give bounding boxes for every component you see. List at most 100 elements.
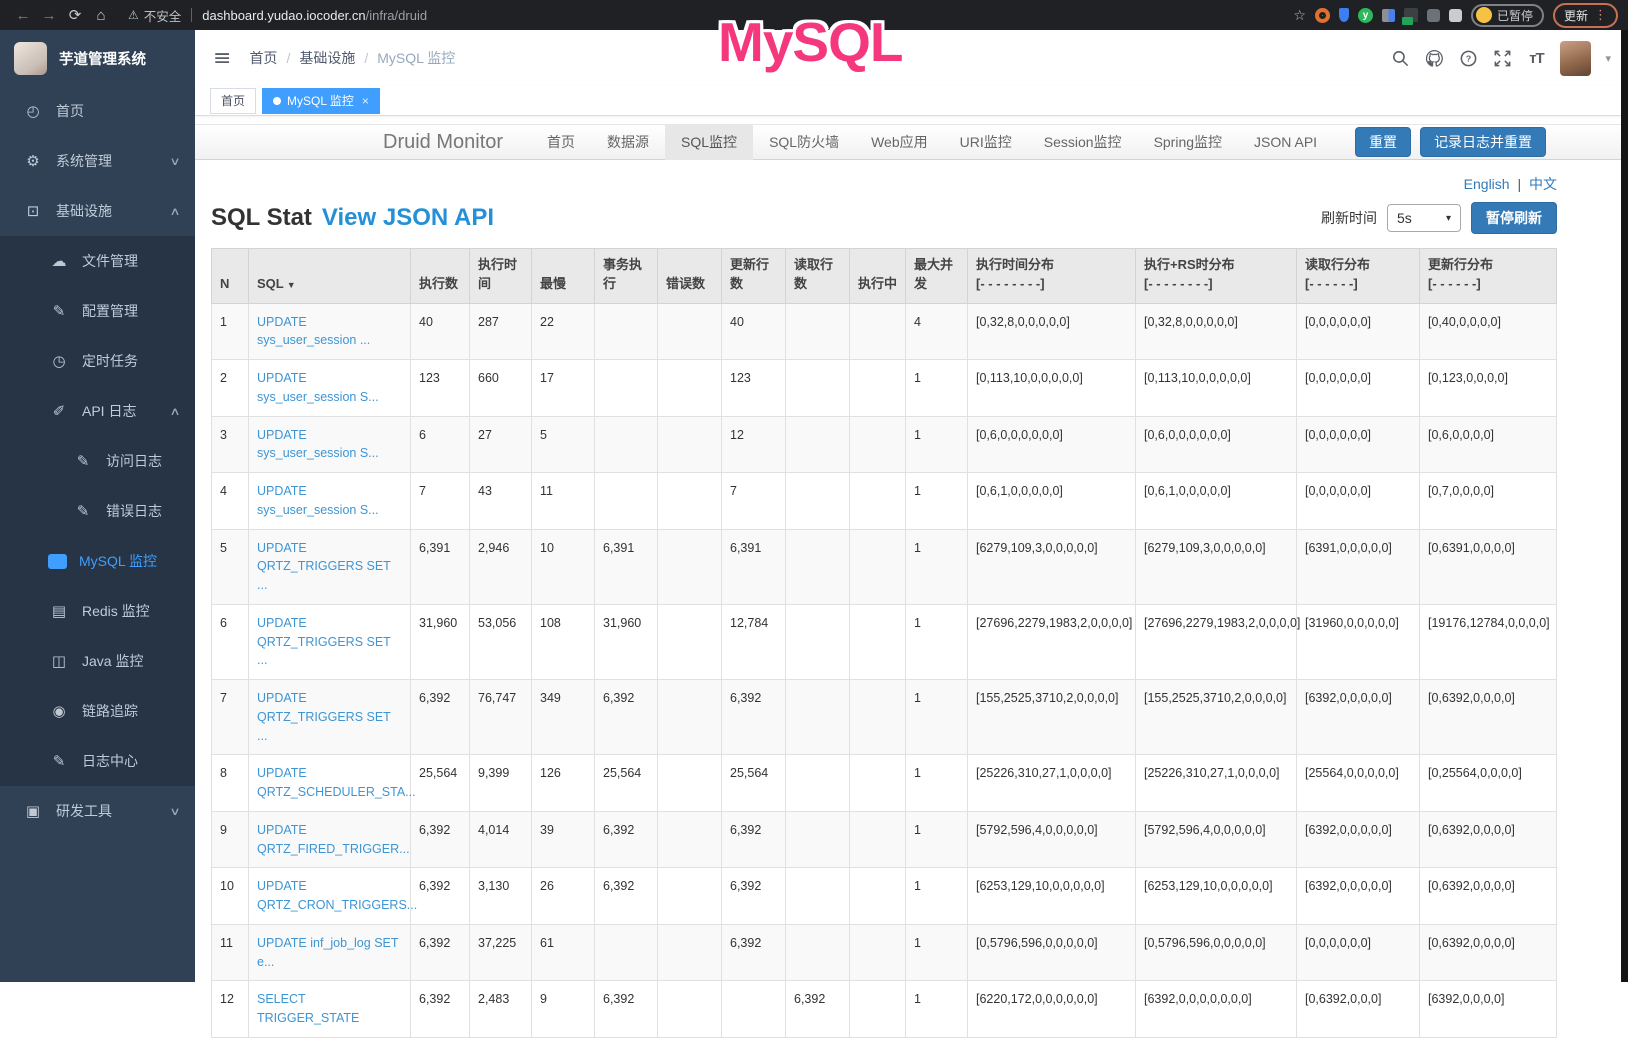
reload-icon[interactable]: ⟳: [68, 7, 82, 24]
column-header-slowest[interactable]: 最慢: [531, 248, 595, 304]
column-header-update-rows[interactable]: 更新行数: [721, 248, 786, 304]
refresh-interval-select[interactable]: 5s ▾: [1387, 204, 1461, 232]
druid-nav-spring[interactable]: Spring监控: [1153, 134, 1223, 150]
kebab-menu-icon[interactable]: ⋮: [1594, 7, 1607, 22]
sql-link[interactable]: UPDATE QRTZ_FIRED_TRIGGER...: [257, 822, 410, 856]
log-and-reset-button[interactable]: 记录日志并重置: [1420, 127, 1547, 157]
tab-home[interactable]: 首页: [210, 87, 257, 114]
sql-link[interactable]: UPDATE inf_job_log SET e...: [257, 935, 399, 969]
address-bar[interactable]: ⚠ 不安全 dashboard.yudao.iocoder.cn/infra/d…: [128, 6, 1293, 25]
home-icon[interactable]: ⌂: [96, 6, 106, 24]
druid-nav-uri[interactable]: URI监控: [959, 134, 1012, 150]
druid-nav-wall[interactable]: SQL防火墙: [769, 134, 840, 150]
druid-nav-session[interactable]: Session监控: [1043, 134, 1122, 150]
sql-link[interactable]: UPDATE sys_user_session S...: [257, 484, 379, 517]
column-header-running[interactable]: 执行中: [849, 248, 906, 304]
lang-english-link[interactable]: English: [1463, 176, 1510, 192]
sql-link[interactable]: UPDATE sys_user_session S...: [257, 427, 379, 461]
extension-grey-icon[interactable]: [1426, 8, 1440, 22]
sidebar-item-log-center[interactable]: ✎ 日志中心: [0, 736, 195, 786]
extension-pin-icon[interactable]: [1338, 8, 1349, 22]
avatar-caret-icon[interactable]: ▾: [1605, 52, 1611, 65]
font-size-icon[interactable]: ᴛT: [1529, 49, 1545, 67]
sidebar-item-infra[interactable]: ⊡ 基础设施 ∧: [0, 186, 195, 236]
sql-link[interactable]: UPDATE QRTZ_SCHEDULER_STA...: [257, 766, 416, 800]
edit-icon: ✎: [52, 752, 66, 770]
column-header-read-dist[interactable]: 读取行分布 [- - - - - -]: [1296, 248, 1420, 304]
sidebar-item-file[interactable]: ☁ 文件管理: [0, 236, 195, 286]
extension-donut-icon[interactable]: [1314, 7, 1330, 23]
sidebar-item-devtools[interactable]: ▣ 研发工具 ∨: [0, 786, 195, 836]
table-row: 5 UPDATE QRTZ_TRIGGERS SET ... 6,391 2,946 1…: [211, 528, 1557, 605]
sidebar-item-java[interactable]: ◫ Java 监控: [0, 636, 195, 686]
chrome-update-button[interactable]: 更新 ⋮: [1552, 2, 1618, 28]
column-header-exec-rs-dist[interactable]: 执行+RS时分布 [- - - - - - - -]: [1135, 248, 1297, 304]
sidebar-item-system[interactable]: ⚙ 系统管理 ∨: [0, 136, 195, 186]
sql-link[interactable]: UPDATE sys_user_session S...: [257, 371, 379, 404]
cell-running: [849, 923, 906, 982]
cell-read-rows: [785, 810, 850, 869]
back-icon[interactable]: ←: [15, 6, 31, 24]
hamburger-icon[interactable]: ≡: [213, 45, 232, 71]
sidebar-item-config[interactable]: ✎ 配置管理: [0, 286, 195, 336]
druid-nav-webapp[interactable]: Web应用: [871, 134, 928, 150]
help-icon[interactable]: ?: [1458, 48, 1478, 68]
column-header-exec-time-dist[interactable]: 执行时间分布 [- - - - - - - -]: [967, 248, 1136, 304]
sql-link[interactable]: UPDATE sys_user_session ...: [257, 314, 371, 348]
druid-nav-datasource[interactable]: 数据源: [607, 134, 650, 150]
sql-link[interactable]: UPDATE QRTZ_CRON_TRIGGERS...: [257, 879, 418, 913]
sidebar-item-api-log[interactable]: ✐ API 日志 ∧: [0, 386, 195, 436]
sql-link[interactable]: UPDATE QRTZ_TRIGGERS SET ...: [257, 691, 391, 743]
tab-mysql-monitor[interactable]: MySQL 监控 ×: [262, 87, 380, 114]
security-label[interactable]: 不安全: [143, 9, 182, 24]
column-header-tx-exec[interactable]: 事务执行: [594, 248, 658, 304]
druid-nav-jsonapi[interactable]: JSON API: [1254, 134, 1318, 150]
sql-link[interactable]: UPDATE QRTZ_TRIGGERS SET ...: [257, 615, 391, 668]
extensions-puzzle-icon[interactable]: [1448, 8, 1462, 22]
sidebar-item-trace[interactable]: ◉ 链路追踪: [0, 686, 195, 736]
close-icon[interactable]: ×: [361, 93, 369, 108]
view-json-api-link[interactable]: View JSON API: [321, 204, 494, 231]
druid-nav-sql[interactable]: SQL监控: [665, 124, 754, 160]
column-header-error-count[interactable]: 错误数: [657, 248, 722, 304]
search-icon[interactable]: [1390, 48, 1410, 68]
sidebar-item-home[interactable]: ◴ 首页: [0, 86, 195, 136]
forward-icon[interactable]: →: [41, 6, 57, 24]
column-header-sql[interactable]: SQL ▼: [248, 248, 411, 304]
cell-read-rows: [785, 359, 850, 417]
breadcrumb-item[interactable]: 首页: [249, 50, 278, 66]
column-header-max-concurrent[interactable]: 最大并发: [905, 248, 968, 304]
user-avatar[interactable]: [1560, 40, 1592, 76]
sidebar-item-redis[interactable]: ▤ Redis 监控: [0, 586, 195, 636]
pause-refresh-button[interactable]: 暂停刷新: [1471, 202, 1557, 234]
github-icon[interactable]: [1424, 48, 1444, 68]
cell-read-dist: [31960,0,0,0,0,0]: [1296, 603, 1420, 681]
column-header-exec-count[interactable]: 执行数: [410, 248, 470, 304]
cell-exec-count: 123: [410, 359, 470, 417]
cell-error-count: [657, 415, 722, 474]
sidebar-item-access-log[interactable]: ✎ 访问日志: [0, 436, 195, 486]
sidebar-logo-row[interactable]: 芋道管理系统: [0, 30, 195, 86]
sql-link[interactable]: SELECT TRIGGER_STATE: [257, 992, 360, 1026]
druid-brand[interactable]: Druid Monitor: [383, 130, 504, 153]
extension-list-on-icon[interactable]: [1401, 8, 1418, 25]
sidebar-item-error-log[interactable]: ✎ 错误日志: [0, 486, 195, 536]
fullscreen-icon[interactable]: [1492, 48, 1512, 68]
sidebar-item-job[interactable]: ◷ 定时任务: [0, 336, 195, 386]
column-header-n[interactable]: N: [211, 248, 249, 304]
column-header-update-dist[interactable]: 更新行分布 [- - - - - -]: [1419, 248, 1557, 304]
browser-profile-chip[interactable]: 已暂停: [1470, 3, 1544, 27]
column-header-read-rows[interactable]: 读取行数: [785, 248, 850, 304]
reset-button[interactable]: 重置: [1355, 127, 1412, 157]
extension-green-icon[interactable]: y: [1357, 7, 1373, 23]
extension-squares-icon[interactable]: [1381, 8, 1395, 22]
page-scrollbar[interactable]: [1621, 30, 1628, 982]
cell-running: [849, 359, 906, 417]
bookmark-star-icon[interactable]: ☆: [1293, 6, 1306, 23]
lang-chinese-link[interactable]: 中文: [1529, 176, 1557, 192]
breadcrumb-item[interactable]: 基础设施: [299, 50, 356, 66]
sidebar-item-mysql[interactable]: ~ MySQL 监控: [0, 536, 195, 586]
column-header-exec-time[interactable]: 执行时间: [469, 248, 532, 304]
sql-link[interactable]: UPDATE QRTZ_TRIGGERS SET ...: [257, 540, 391, 593]
druid-nav-home[interactable]: 首页: [547, 134, 576, 150]
